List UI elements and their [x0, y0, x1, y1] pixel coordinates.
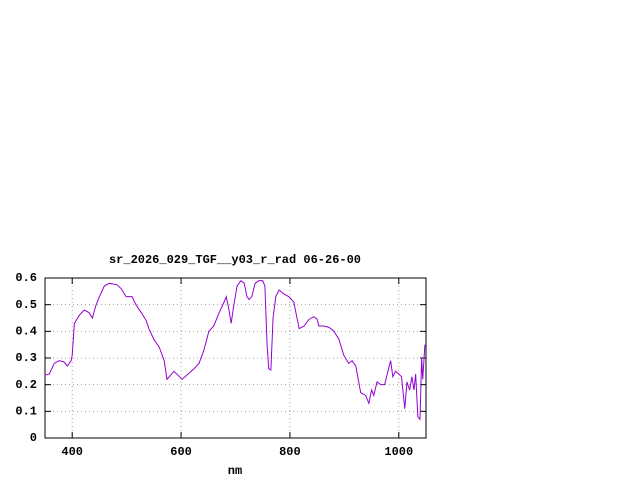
x-tick-label: 1000 [384, 445, 413, 459]
y-tick-label: 0.4 [15, 325, 37, 339]
y-tick-label: 0.1 [15, 405, 37, 419]
y-tick-label: 0 [30, 431, 37, 445]
chart-title: sr_2026_029_TGF__y03_r_rad 06-26-00 [109, 253, 361, 267]
x-tick-label: 600 [170, 445, 192, 459]
x-axis-label: nm [228, 464, 242, 478]
x-tick-label: 800 [279, 445, 301, 459]
data-line [44, 279, 426, 421]
y-tick-label: 0.2 [15, 378, 37, 392]
y-tick-label: 0.5 [15, 298, 37, 312]
plot-frame [44, 277, 427, 439]
y-tick-label: 0.6 [15, 271, 37, 285]
x-tick-label: 400 [61, 445, 83, 459]
y-tick-label: 0.3 [15, 351, 37, 365]
